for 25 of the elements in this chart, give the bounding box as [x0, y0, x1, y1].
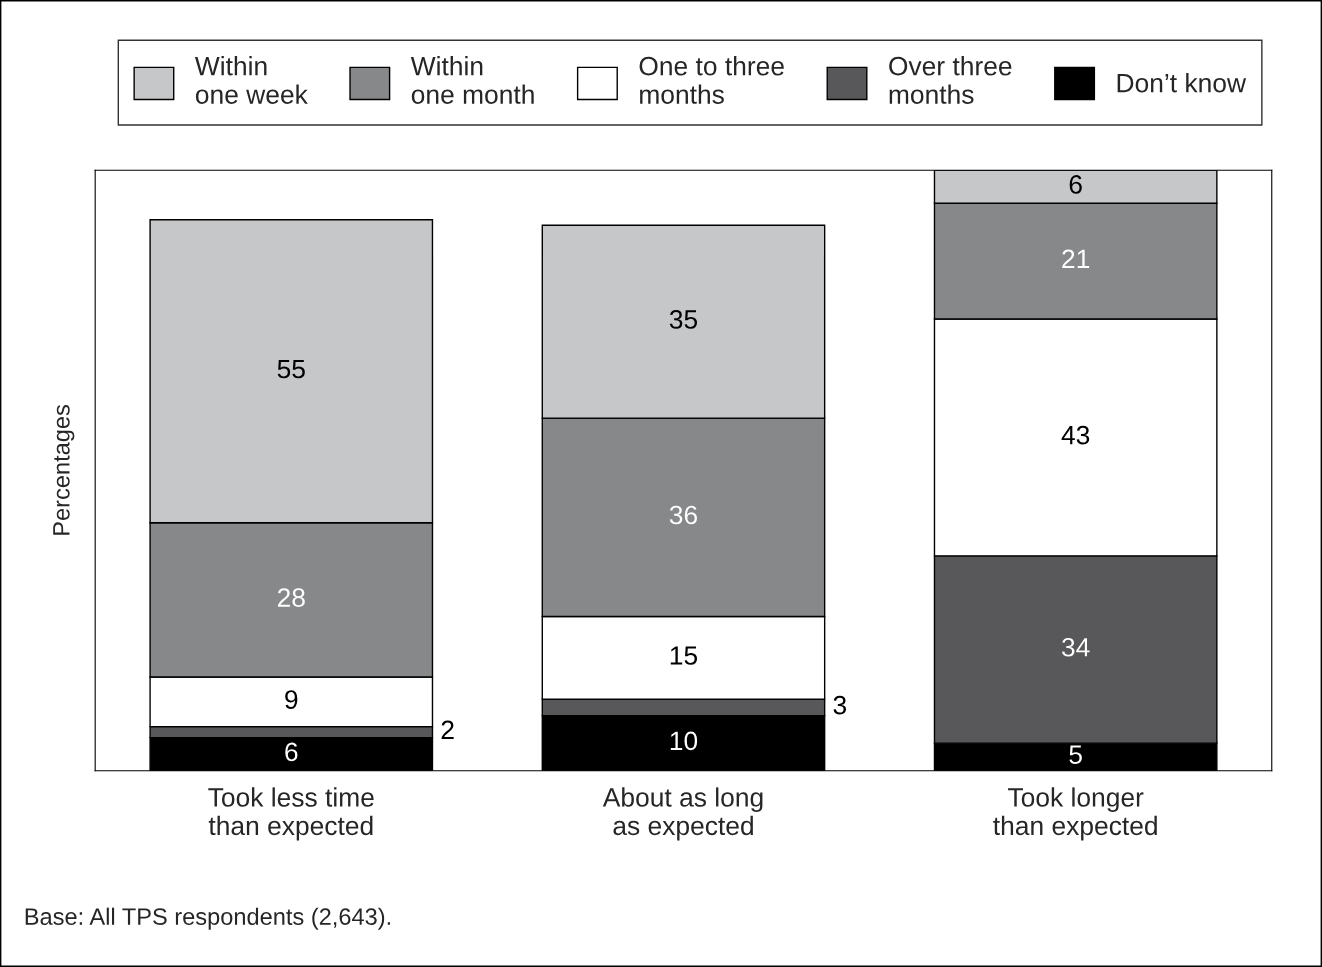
data-label: 3 [833, 695, 847, 715]
data-label: 10 [670, 731, 698, 751]
legend-label: One to three months [639, 56, 784, 104]
text: Base: All TPS respondents (2,643). [25, 907, 391, 930]
data-label: 21 [1062, 249, 1090, 268]
data-label: 2 [441, 720, 454, 739]
data-label: 9 [285, 690, 298, 709]
data-label: 43 [1061, 425, 1090, 445]
data-label: 6 [285, 742, 298, 762]
data-label: 6 [1069, 175, 1082, 194]
data-label: 28 [277, 588, 305, 607]
data-label: 55 [277, 359, 305, 379]
legend-label: Within one week [194, 56, 308, 104]
x-tick-label: Took less time than expected [208, 787, 374, 841]
data-label: 15 [670, 646, 698, 665]
x-tick-label: Took longer than expected [993, 787, 1157, 841]
y-axis-title: Percentages [53, 405, 75, 535]
legend-label: Within one month [410, 56, 534, 104]
data-label: 36 [669, 505, 697, 525]
x-tick-label: About as long as expected [602, 787, 763, 841]
data-label: 35 [669, 310, 698, 329]
data-label: 34 [1062, 637, 1090, 657]
legend-label: Don’t know [1117, 73, 1247, 93]
data-label: 5 [1069, 745, 1082, 765]
legend-label: Over three months [889, 56, 1012, 104]
